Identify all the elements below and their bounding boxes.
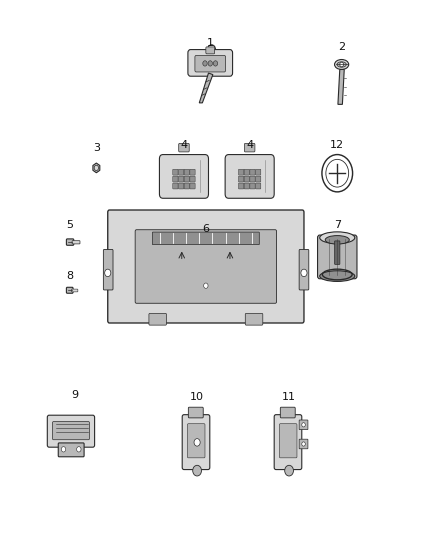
Text: 4: 4 bbox=[180, 140, 187, 150]
FancyBboxPatch shape bbox=[255, 183, 261, 189]
FancyBboxPatch shape bbox=[244, 169, 249, 175]
FancyBboxPatch shape bbox=[72, 241, 80, 244]
FancyBboxPatch shape bbox=[279, 424, 297, 458]
FancyBboxPatch shape bbox=[245, 313, 263, 325]
FancyBboxPatch shape bbox=[250, 176, 255, 182]
FancyBboxPatch shape bbox=[238, 169, 244, 175]
Circle shape bbox=[301, 269, 307, 277]
FancyBboxPatch shape bbox=[244, 183, 249, 189]
Circle shape bbox=[193, 465, 201, 476]
Text: 11: 11 bbox=[282, 392, 296, 402]
FancyBboxPatch shape bbox=[159, 155, 208, 198]
Circle shape bbox=[105, 269, 111, 277]
FancyBboxPatch shape bbox=[173, 183, 178, 189]
FancyBboxPatch shape bbox=[299, 249, 309, 290]
Ellipse shape bbox=[335, 60, 349, 69]
Ellipse shape bbox=[337, 62, 346, 67]
FancyBboxPatch shape bbox=[173, 176, 178, 182]
Ellipse shape bbox=[320, 271, 355, 281]
FancyBboxPatch shape bbox=[250, 183, 255, 189]
Text: 8: 8 bbox=[67, 271, 74, 281]
Circle shape bbox=[213, 61, 218, 66]
Text: 5: 5 bbox=[67, 220, 74, 230]
FancyBboxPatch shape bbox=[188, 50, 233, 76]
FancyBboxPatch shape bbox=[250, 169, 255, 175]
Circle shape bbox=[208, 61, 212, 66]
FancyBboxPatch shape bbox=[67, 287, 73, 293]
Text: 1: 1 bbox=[207, 38, 214, 47]
FancyBboxPatch shape bbox=[178, 183, 184, 189]
FancyBboxPatch shape bbox=[299, 420, 308, 430]
FancyBboxPatch shape bbox=[225, 155, 274, 198]
Circle shape bbox=[204, 283, 208, 288]
FancyBboxPatch shape bbox=[244, 143, 255, 152]
Circle shape bbox=[194, 439, 200, 446]
FancyBboxPatch shape bbox=[173, 169, 178, 175]
Circle shape bbox=[203, 61, 207, 66]
FancyBboxPatch shape bbox=[184, 169, 189, 175]
Circle shape bbox=[61, 447, 66, 452]
Polygon shape bbox=[199, 73, 213, 103]
Text: 3: 3 bbox=[93, 143, 100, 152]
FancyBboxPatch shape bbox=[255, 169, 261, 175]
Circle shape bbox=[77, 447, 81, 452]
FancyBboxPatch shape bbox=[182, 415, 210, 470]
Text: 12: 12 bbox=[330, 140, 344, 150]
FancyBboxPatch shape bbox=[184, 183, 189, 189]
FancyBboxPatch shape bbox=[187, 424, 205, 458]
Polygon shape bbox=[93, 163, 100, 173]
FancyBboxPatch shape bbox=[280, 407, 295, 418]
FancyBboxPatch shape bbox=[135, 230, 276, 303]
FancyBboxPatch shape bbox=[67, 239, 74, 245]
FancyBboxPatch shape bbox=[179, 143, 189, 152]
FancyBboxPatch shape bbox=[152, 232, 259, 245]
Text: 2: 2 bbox=[338, 42, 345, 52]
FancyBboxPatch shape bbox=[71, 289, 78, 292]
FancyBboxPatch shape bbox=[244, 176, 249, 182]
Ellipse shape bbox=[325, 236, 350, 244]
Text: 9: 9 bbox=[71, 391, 78, 400]
FancyBboxPatch shape bbox=[188, 407, 203, 418]
Text: 4: 4 bbox=[246, 140, 253, 150]
FancyBboxPatch shape bbox=[206, 47, 215, 54]
FancyBboxPatch shape bbox=[178, 169, 184, 175]
FancyBboxPatch shape bbox=[238, 176, 244, 182]
FancyBboxPatch shape bbox=[299, 439, 308, 449]
FancyBboxPatch shape bbox=[58, 443, 84, 457]
FancyBboxPatch shape bbox=[255, 176, 261, 182]
FancyBboxPatch shape bbox=[190, 176, 195, 182]
FancyBboxPatch shape bbox=[184, 176, 189, 182]
Text: 6: 6 bbox=[202, 224, 209, 234]
FancyBboxPatch shape bbox=[190, 169, 195, 175]
Circle shape bbox=[94, 165, 99, 171]
FancyBboxPatch shape bbox=[108, 210, 304, 323]
FancyBboxPatch shape bbox=[335, 241, 340, 264]
FancyBboxPatch shape bbox=[318, 235, 357, 279]
Ellipse shape bbox=[320, 232, 355, 244]
Text: 10: 10 bbox=[190, 392, 204, 402]
FancyBboxPatch shape bbox=[53, 422, 89, 440]
FancyBboxPatch shape bbox=[103, 249, 113, 290]
FancyBboxPatch shape bbox=[274, 415, 302, 470]
FancyBboxPatch shape bbox=[238, 183, 244, 189]
FancyBboxPatch shape bbox=[195, 55, 226, 72]
Circle shape bbox=[302, 442, 305, 446]
FancyBboxPatch shape bbox=[149, 313, 166, 325]
Circle shape bbox=[340, 62, 343, 67]
Circle shape bbox=[302, 423, 305, 427]
Text: 7: 7 bbox=[334, 220, 341, 230]
FancyBboxPatch shape bbox=[190, 183, 195, 189]
Circle shape bbox=[285, 465, 293, 476]
Polygon shape bbox=[338, 69, 344, 104]
FancyBboxPatch shape bbox=[178, 176, 184, 182]
FancyBboxPatch shape bbox=[47, 415, 95, 447]
